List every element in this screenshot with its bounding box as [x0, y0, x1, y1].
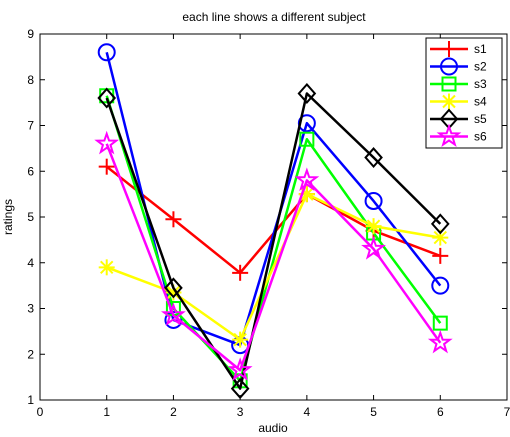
series-s3: [99, 88, 448, 389]
data-point-s1: [432, 247, 449, 264]
chart-title: each line shows a different subject: [182, 10, 366, 24]
data-point-s4: [432, 229, 449, 246]
y-axis-label: ratings: [1, 199, 15, 235]
legend-item-s3: s3: [430, 76, 487, 92]
data-point-s6: [227, 357, 253, 381]
y-tick-label: 7: [27, 119, 34, 133]
data-point-s6: [161, 302, 186, 326]
y-tick-label: 4: [27, 256, 34, 270]
data-point-s4: [98, 259, 115, 276]
legend-marker: [440, 57, 458, 76]
data-point-s5: [164, 277, 183, 299]
legend-label: s1: [474, 42, 487, 56]
data-point-s5: [364, 147, 383, 169]
legend-item-s6: s6: [430, 123, 487, 148]
legend-label: s3: [474, 77, 487, 91]
legend-label: s5: [474, 112, 487, 126]
x-tick-label: 7: [504, 405, 510, 419]
series-line-s3: [105, 95, 442, 383]
x-tick-label: 6: [437, 405, 444, 419]
legend-marker: [441, 76, 457, 92]
legend-item-s4: s4: [430, 93, 487, 110]
data-point-s4: [232, 331, 249, 348]
y-tick-label: 5: [27, 210, 34, 224]
legend: s1 s2 s3 s4 s5 s6: [425, 37, 503, 149]
legend-marker: [441, 93, 457, 110]
data-point-s3: [432, 315, 448, 331]
data-point-s4: [365, 218, 382, 235]
series-line-s5: [105, 92, 442, 390]
series-s6: [94, 130, 453, 381]
data-point-s1: [165, 211, 182, 228]
data-point-s1: [232, 264, 249, 281]
series-line-s6: [105, 143, 442, 372]
y-tick-label: 1: [27, 393, 34, 407]
series-layer: [94, 43, 453, 400]
y-tick-label: 8: [27, 73, 34, 87]
data-point-s6: [294, 167, 320, 191]
y-tick-label: 6: [27, 164, 34, 178]
legend-label: s2: [474, 60, 487, 74]
legend-box: [425, 37, 503, 149]
data-point-s5: [430, 213, 450, 235]
legend-item-s2: s2: [430, 57, 487, 76]
data-point-s6: [94, 130, 120, 155]
legend-label: s6: [474, 130, 487, 144]
legend-marker: [436, 123, 462, 148]
y-tick-label: 3: [27, 302, 34, 316]
data-point-s2: [364, 191, 383, 210]
y-tick-label: 2: [27, 347, 34, 361]
x-tick-label: 5: [370, 405, 377, 419]
x-tick-label: 1: [103, 405, 110, 419]
legend-marker: [441, 41, 457, 57]
y-tick-label: 9: [27, 27, 34, 41]
data-point-s5: [230, 378, 250, 400]
x-axis-label: audio: [258, 421, 288, 435]
data-point-s1: [98, 158, 115, 175]
x-tick-label: 2: [170, 405, 177, 419]
legend-item-s1: s1: [430, 41, 487, 57]
legend-label: s4: [474, 95, 487, 109]
data-point-s6: [427, 329, 453, 354]
data-point-s3: [299, 131, 315, 147]
data-point-s6: [361, 235, 386, 260]
data-point-s2: [97, 43, 116, 62]
series-s5: [97, 82, 450, 400]
x-tick-label: 4: [304, 405, 311, 419]
x-tick-label: 3: [237, 405, 244, 419]
data-point-s5: [97, 87, 117, 109]
data-point-s2: [431, 276, 450, 295]
data-point-s5: [297, 82, 317, 104]
x-tick-label: 0: [37, 405, 44, 419]
